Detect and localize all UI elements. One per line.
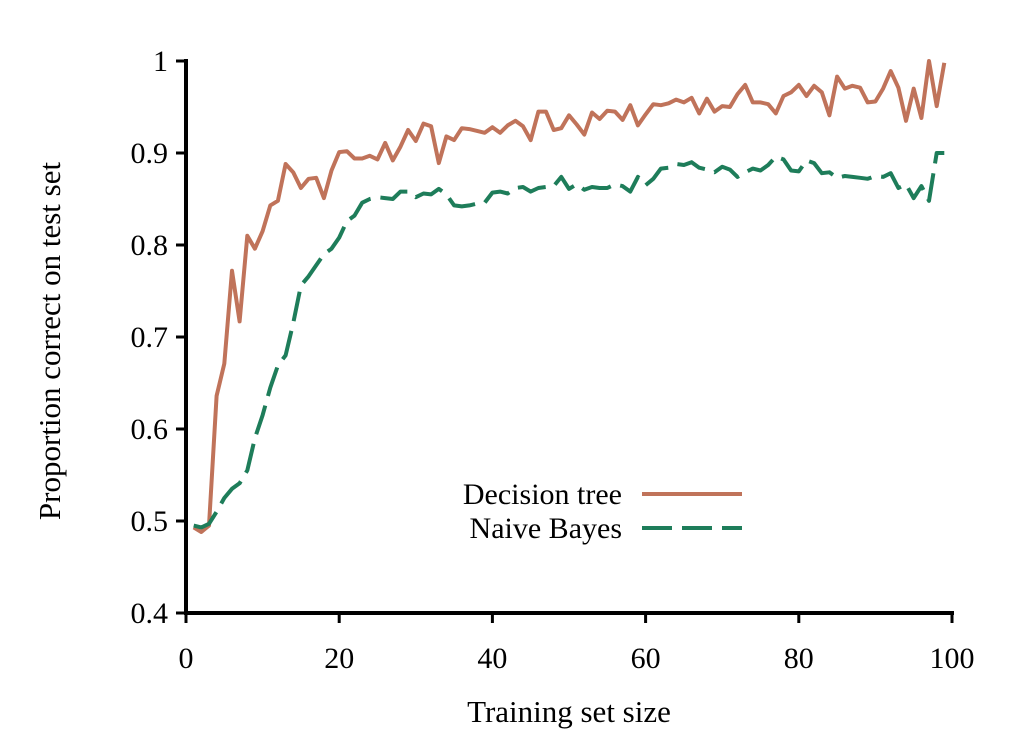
legend: Decision tree Naive Bayes <box>463 478 742 545</box>
y-tick-label: 0.9 <box>131 137 169 170</box>
x-tick-label: 60 <box>631 642 661 675</box>
axes: 0.4 0.5 0.6 0.7 0.8 0.9 1 0 20 40 60 80 100 Trainin… <box>32 45 975 729</box>
y-tick-label: 0.5 <box>131 505 169 538</box>
y-axis-ticks: 0.4 0.5 0.6 0.7 0.8 0.9 1 <box>131 45 186 630</box>
x-axis-ticks: 0 20 40 60 80 100 <box>179 613 975 675</box>
y-tick-label: 1 <box>153 45 168 78</box>
legend-label-decision-tree: Decision tree <box>463 478 622 511</box>
series-layer <box>192 59 947 534</box>
y-tick-label: 0.4 <box>131 597 169 630</box>
x-tick-label: 0 <box>179 642 194 675</box>
x-tick-label: 40 <box>477 642 507 675</box>
legend-label-naive-bayes: Naive Bayes <box>470 512 622 545</box>
x-tick-label: 20 <box>324 642 354 675</box>
x-axis-title: Training set size <box>467 694 671 729</box>
y-axis-title: Proportion correct on test set <box>32 162 67 521</box>
series-line-decision-tree <box>192 59 947 534</box>
x-tick-label: 80 <box>784 642 814 675</box>
x-tick-label: 100 <box>930 642 975 675</box>
y-tick-label: 0.6 <box>131 413 169 446</box>
y-tick-label: 0.8 <box>131 229 169 262</box>
series-line-naive-bayes <box>193 151 945 530</box>
y-tick-label: 0.7 <box>131 321 169 354</box>
